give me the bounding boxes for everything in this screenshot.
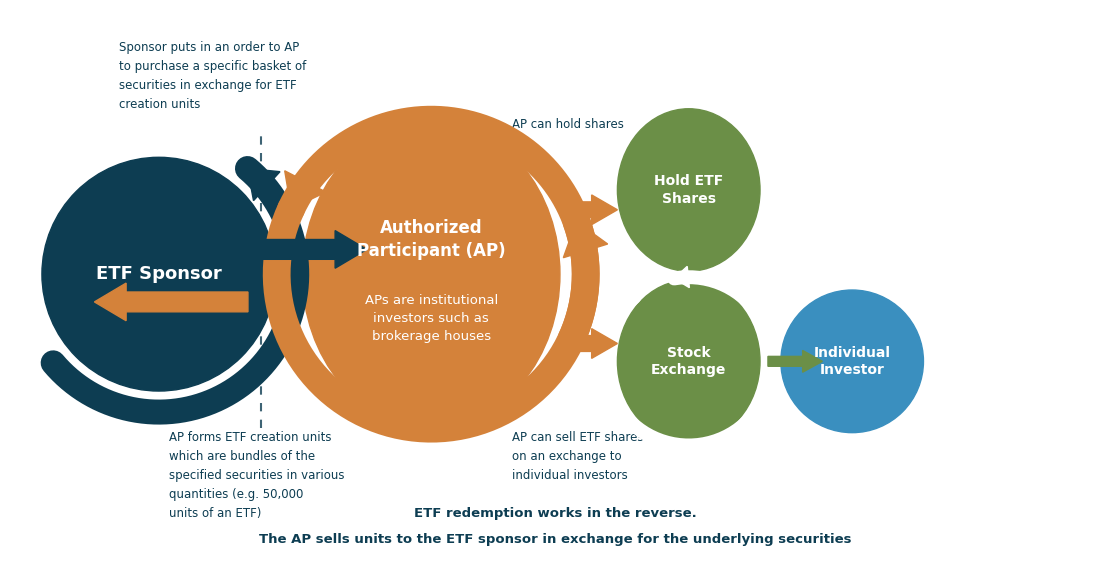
FancyArrow shape xyxy=(213,231,366,268)
Text: Individual
Investor: Individual Investor xyxy=(814,346,890,377)
Text: ETF redemption works in the reverse.: ETF redemption works in the reverse. xyxy=(414,507,696,520)
Text: AP forms ETF creation units
which are bundles of the
specified securities in var: AP forms ETF creation units which are bu… xyxy=(169,430,344,520)
FancyArrow shape xyxy=(674,266,689,288)
FancyArrow shape xyxy=(248,169,280,201)
FancyArrow shape xyxy=(568,195,617,225)
FancyArrow shape xyxy=(568,329,617,359)
Text: The AP sells units to the ETF sponsor in exchange for the underlying securities: The AP sells units to the ETF sponsor in… xyxy=(259,533,851,546)
Text: AP can sell ETF shares
on an exchange to
individual investors: AP can sell ETF shares on an exchange to… xyxy=(513,430,644,482)
Text: Stock
Exchange: Stock Exchange xyxy=(652,346,726,377)
FancyArrow shape xyxy=(768,350,823,372)
Text: Hold ETF
Shares: Hold ETF Shares xyxy=(654,175,724,206)
Text: Sponsor puts in an order to AP
to purchase a specific basket of
securities in ex: Sponsor puts in an order to AP to purcha… xyxy=(119,41,306,112)
FancyArrow shape xyxy=(284,171,326,209)
Ellipse shape xyxy=(302,121,559,427)
Ellipse shape xyxy=(617,109,760,271)
Circle shape xyxy=(42,157,275,391)
Text: ETF Sponsor: ETF Sponsor xyxy=(95,265,222,283)
Ellipse shape xyxy=(617,280,760,443)
Circle shape xyxy=(780,290,924,433)
Text: Authorized
Participant (AP): Authorized Participant (AP) xyxy=(357,220,505,260)
FancyArrow shape xyxy=(564,221,607,258)
Text: AP can hold shares: AP can hold shares xyxy=(513,117,624,131)
FancyArrow shape xyxy=(94,283,248,321)
Text: APs are institutional
investors such as
brokerage houses: APs are institutional investors such as … xyxy=(364,294,497,343)
